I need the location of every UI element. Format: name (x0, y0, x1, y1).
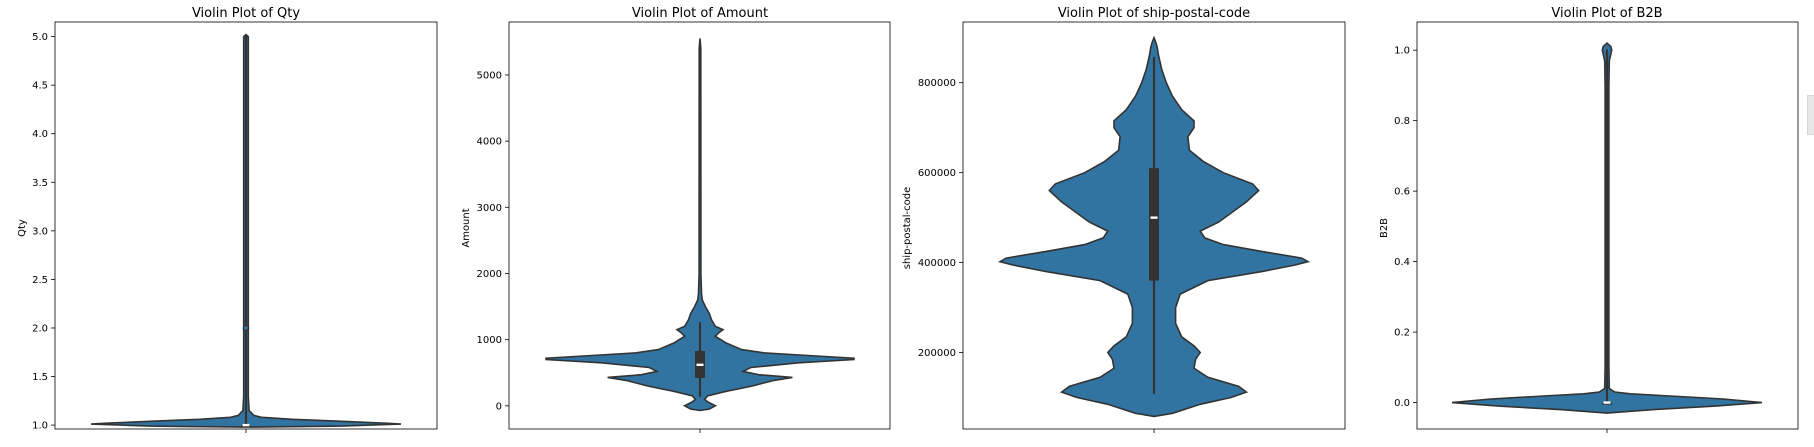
y-tick-label: 0.4 (1394, 257, 1410, 268)
violin-layer (545, 38, 855, 412)
median-marker (1150, 216, 1158, 219)
plot-frame (1416, 21, 1799, 430)
y-tick-label: 5.0 (32, 32, 48, 43)
chart-title: Violin Plot of B2B (1551, 6, 1662, 21)
chart-title: Violin Plot of ship-postal-code (1058, 6, 1250, 21)
y-tick-label: 2000 (477, 269, 502, 280)
y-tick-label: 3.5 (32, 178, 48, 189)
y-tick-label: 3.0 (32, 226, 48, 237)
y-tick-label: 0.8 (1394, 116, 1410, 127)
y-tick-label: 1.0 (32, 421, 48, 432)
y-axis-ticks: 0 1000 2000 3000 4000 5000 (477, 70, 509, 412)
violin-layer (997, 35, 1311, 418)
y-tick-label: 4000 (477, 137, 502, 148)
chart-title: Violin Plot of Qty (192, 6, 300, 21)
outlier-point (242, 324, 250, 332)
iqr-box (1149, 168, 1159, 281)
y-tick-label: 5000 (477, 70, 502, 81)
y-tick-label: 3000 (477, 203, 502, 214)
panel-qty: Violin Plot of Qty Qty 1.0 1.5 2.0 2.5 3.0 3.… (17, 6, 438, 433)
y-tick-label: 4.5 (32, 81, 48, 92)
y-tick-label: 0.0 (1394, 398, 1410, 409)
y-tick-label: 0.2 (1394, 328, 1410, 339)
y-axis-label: Qty (17, 219, 28, 237)
y-tick-label: 1.0 (1394, 46, 1410, 57)
median-marker (696, 363, 704, 367)
y-axis-ticks: 1.0 1.5 2.0 2.5 3.0 3.5 4.0 4.5 5.0 (32, 32, 55, 432)
panel-amount: Violin Plot of Amount Amount 0 1000 2000 30… (461, 6, 891, 433)
y-tick-label: 600000 (918, 168, 956, 179)
y-tick-label: 0 (496, 401, 502, 412)
y-axis-label: ship-postal-code (902, 187, 913, 270)
plot-frame (508, 21, 891, 430)
y-tick-label: 2.0 (32, 323, 48, 334)
y-axis-label: B2B (1379, 218, 1390, 238)
violin-layer (1451, 42, 1763, 414)
y-tick-label: 0.6 (1394, 187, 1410, 198)
y-tick-label: 1.5 (32, 372, 48, 383)
median-marker (242, 423, 250, 427)
panel-b2b: Violin Plot of B2B B2B 0.0 0.2 0.4 0.6 0.8 1.… (1379, 6, 1799, 433)
y-tick-label: 400000 (918, 258, 956, 269)
y-axis-label: Amount (461, 208, 472, 247)
y-tick-label: 200000 (918, 348, 956, 359)
y-tick-label: 1000 (477, 335, 502, 346)
median-marker (1603, 401, 1611, 404)
chart-title: Violin Plot of Amount (632, 6, 768, 21)
panel-ship-postal-code: Violin Plot of ship-postal-code ship-pos… (902, 6, 1346, 433)
y-tick-label: 2.5 (32, 275, 48, 286)
scrollbar[interactable] (1807, 95, 1814, 135)
y-tick-label: 800000 (918, 78, 956, 89)
y-tick-label: 4.0 (32, 129, 48, 140)
violin-body (545, 38, 855, 412)
y-axis-ticks: 200000 400000 600000 800000 (918, 78, 963, 359)
y-axis-ticks: 0.0 0.2 0.4 0.6 0.8 1.0 (1394, 46, 1417, 409)
violin-layer (90, 33, 402, 428)
